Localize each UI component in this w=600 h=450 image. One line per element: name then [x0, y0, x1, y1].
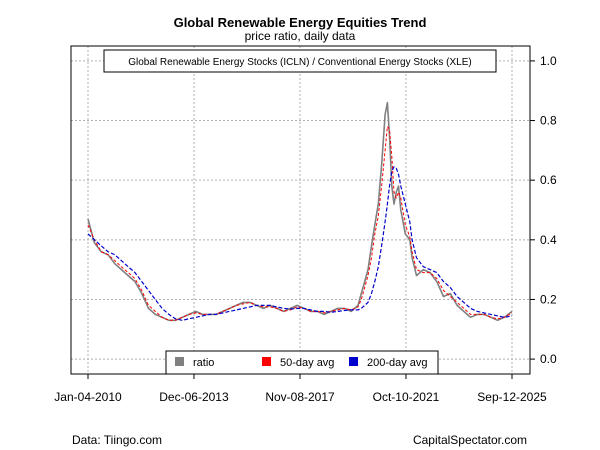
legend-box — [165, 350, 439, 375]
series-line-50day — [87, 126, 513, 321]
legend-swatch-200day — [349, 357, 358, 366]
x-tick-label: Jan-04-2010 — [54, 390, 122, 404]
legend-label-ratio: ratio — [193, 357, 214, 369]
x-tick-label: Dec-06-2013 — [159, 390, 229, 404]
legend-swatch-ratio — [175, 357, 184, 366]
legend-swatch-50day — [262, 357, 271, 366]
grid — [71, 46, 530, 374]
legend-label-50day: 50-day avg — [280, 357, 334, 369]
series-line-200day — [87, 166, 513, 321]
series-annotation: Global Renewable Energy Stocks (ICLN) / … — [103, 49, 497, 73]
y-tick-label: 0.0 — [540, 352, 557, 366]
y-tick-label: 1.0 — [540, 54, 557, 68]
data-source: Data: Tiingo.com — [72, 433, 163, 447]
annotation-box — [103, 49, 497, 73]
y-tick-label: 0.6 — [540, 173, 557, 187]
chart-subtitle: price ratio, daily data — [244, 29, 356, 43]
credit: CapitalSpectator.com — [412, 433, 527, 447]
chart-title: Global Renewable Energy Equities Trend — [173, 15, 427, 30]
x-tick-label: Oct-10-2021 — [373, 390, 440, 404]
y-tick-label: 0.2 — [540, 292, 557, 306]
legend-label-200day: 200-day avg — [367, 357, 428, 369]
y-tick-label: 0.8 — [540, 114, 557, 128]
x-tick-label: Sep-12-2025 — [477, 390, 547, 404]
axes: Jan-04-2010 Dec-06-2013 Nov-08-2017 Oct-10-… — [54, 54, 557, 404]
legend: ratio 50-day avg 200-day avg — [165, 350, 439, 375]
x-tick-label: Nov-08-2017 — [265, 390, 335, 404]
annotation-text: Global Renewable Energy Stocks (ICLN) / … — [128, 57, 472, 68]
series-lines — [87, 101, 513, 322]
y-tick-label: 0.4 — [540, 233, 557, 247]
